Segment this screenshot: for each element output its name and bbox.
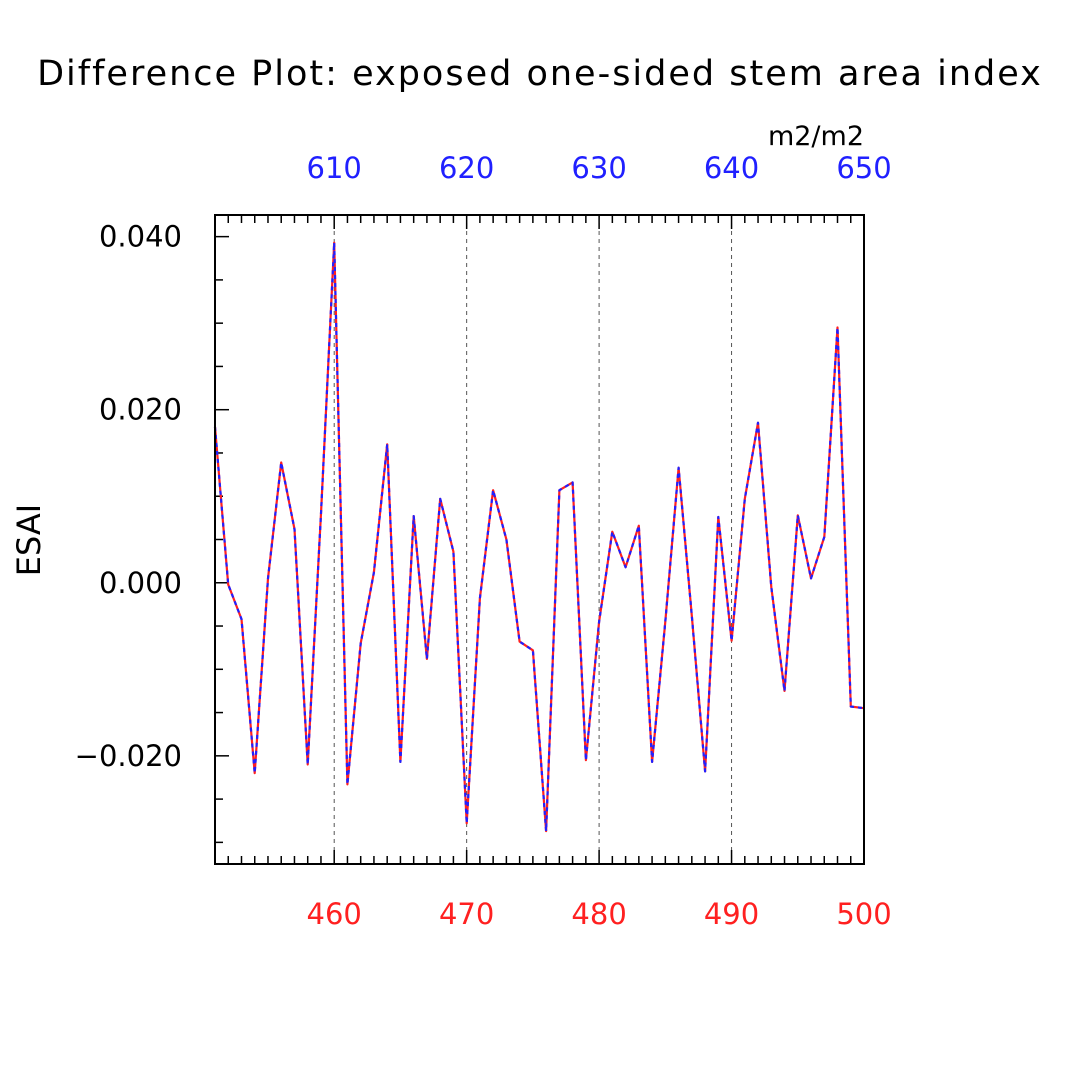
x-top-tick-label: 610 bbox=[307, 151, 362, 185]
units-label: m2/m2 bbox=[768, 121, 864, 152]
y-axis-label: ESAI bbox=[10, 504, 48, 576]
series-line-blue-dashed bbox=[213, 241, 865, 833]
y-tick-label: 0.020 bbox=[99, 393, 182, 427]
y-tick-label: 0.000 bbox=[99, 566, 182, 600]
x-bottom-tick-label: 500 bbox=[836, 897, 891, 931]
x-bottom-tick-label: 460 bbox=[307, 897, 362, 931]
y-tick-label: 0.040 bbox=[99, 220, 182, 254]
chart-title: Difference Plot: exposed one-sided stem … bbox=[37, 54, 1043, 94]
x-bottom-tick-label: 470 bbox=[439, 897, 494, 931]
y-tick-label: −0.020 bbox=[75, 739, 182, 773]
data-lines bbox=[213, 241, 865, 833]
x-bottom-tick-label: 480 bbox=[571, 897, 626, 931]
axis-ticks bbox=[214, 215, 865, 864]
x-top-tick-label: 640 bbox=[704, 151, 759, 185]
plot-frame bbox=[214, 214, 865, 865]
x-top-tick-label: 650 bbox=[836, 151, 891, 185]
x-top-tick-label: 620 bbox=[439, 151, 494, 185]
axis-labels: 460 470 480 490 500 610 620 630 640 650 0.040 0.020… bbox=[75, 151, 892, 931]
x-top-tick-label: 630 bbox=[571, 151, 626, 185]
x-bottom-tick-label: 490 bbox=[704, 897, 759, 931]
